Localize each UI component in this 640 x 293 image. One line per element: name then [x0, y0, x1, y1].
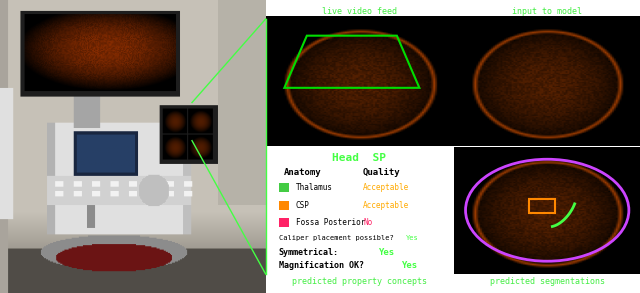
Text: Acceptable: Acceptable — [363, 201, 410, 210]
Text: Yes: Yes — [401, 260, 417, 270]
Text: No: No — [363, 218, 372, 227]
Text: Symmetrical:: Symmetrical: — [279, 248, 339, 257]
Text: CSP: CSP — [296, 201, 310, 210]
Text: predicted property concepts: predicted property concepts — [292, 277, 427, 286]
Text: Acceptable: Acceptable — [363, 183, 410, 193]
Bar — [279, 201, 289, 210]
Text: Yes: Yes — [378, 248, 394, 257]
Bar — [279, 183, 289, 193]
Text: Caliper placement possible?: Caliper placement possible? — [279, 235, 394, 241]
Text: Quality: Quality — [363, 168, 401, 177]
Text: Head  SP: Head SP — [332, 153, 387, 163]
Text: predicted segmentations: predicted segmentations — [490, 277, 605, 286]
Text: Thalamus: Thalamus — [296, 183, 333, 193]
Bar — [279, 218, 289, 227]
Text: Magnification OK?: Magnification OK? — [279, 260, 364, 270]
Text: input to model: input to model — [512, 7, 582, 16]
Bar — [529, 199, 555, 213]
Text: Anatomy: Anatomy — [284, 168, 322, 177]
Text: live video feed: live video feed — [322, 7, 397, 16]
Text: Fossa Posterior: Fossa Posterior — [296, 218, 365, 227]
Text: Yes: Yes — [406, 235, 419, 241]
